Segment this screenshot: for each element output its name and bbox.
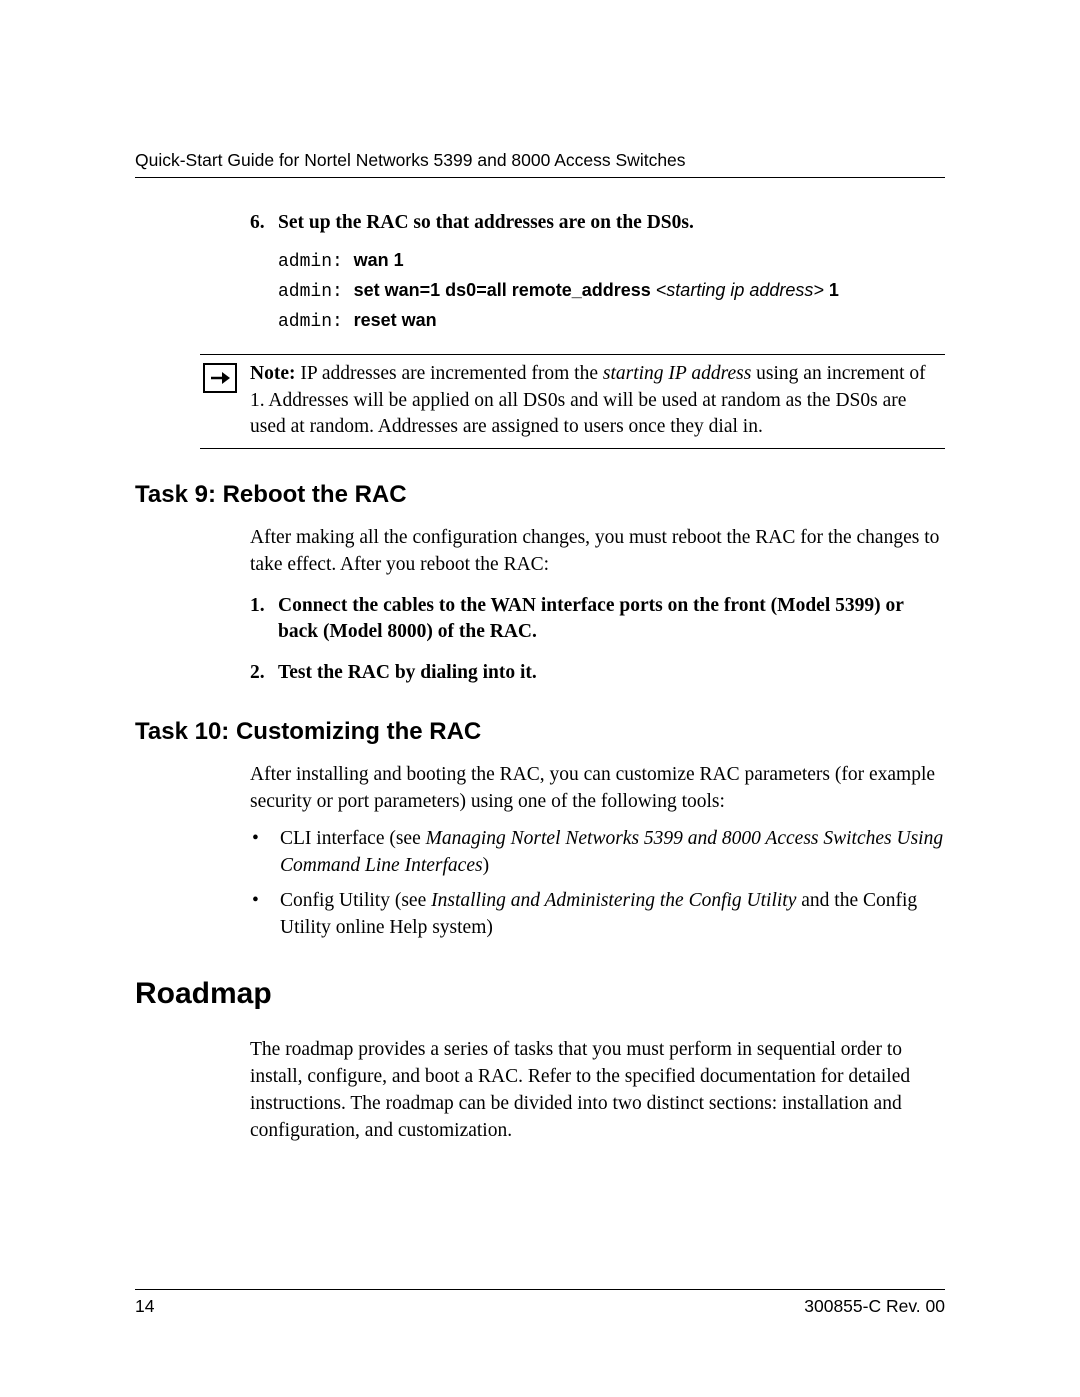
task-10-bullets: • CLI interface (see Managing Nortel Net… bbox=[250, 826, 945, 942]
header-rule bbox=[135, 177, 945, 178]
code-cmd-2a: set wan=1 ds0=all remote_address bbox=[354, 280, 656, 300]
task-10-p1: After installing and booting the RAC, yo… bbox=[250, 762, 945, 816]
code-cmd-2c: 1 bbox=[824, 280, 839, 300]
b1-a: CLI interface (see bbox=[280, 828, 426, 849]
note-t1: IP addresses are incremented from the bbox=[295, 363, 602, 384]
note-rule-top bbox=[200, 354, 945, 355]
content-block-1: 6. Set up the RAC so that addresses are … bbox=[250, 210, 945, 332]
step-6: 6. Set up the RAC so that addresses are … bbox=[250, 210, 945, 332]
roadmap-p1: The roadmap provides a series of tasks t… bbox=[250, 1037, 945, 1145]
note-block: Note: IP addresses are incremented from … bbox=[135, 354, 945, 449]
note-em: starting IP address bbox=[603, 363, 751, 384]
task-10-body: After installing and booting the RAC, yo… bbox=[250, 762, 945, 941]
task-9-step-2-num: 2. bbox=[250, 660, 278, 686]
bullet-1-text: CLI interface (see Managing Nortel Netwo… bbox=[280, 826, 945, 880]
page: Quick-Start Guide for Nortel Networks 53… bbox=[0, 0, 1080, 1397]
bullet-dot-2: • bbox=[250, 888, 280, 942]
code-prompt-2: admin: bbox=[278, 282, 354, 302]
arrow-right-icon bbox=[203, 363, 237, 393]
roadmap-body: The roadmap provides a series of tasks t… bbox=[250, 1037, 945, 1145]
task-10-bullet-2: • Config Utility (see Installing and Adm… bbox=[250, 888, 945, 942]
code-line-1: admin: wan 1 bbox=[278, 250, 945, 272]
task-10-heading: Task 10: Customizing the RAC bbox=[135, 718, 945, 746]
code-cmd-2b: <starting ip address> bbox=[656, 280, 824, 300]
page-number: 14 bbox=[135, 1296, 154, 1317]
note-rule-bottom bbox=[200, 448, 945, 449]
task-9-step-2: 2. Test the RAC by dialing into it. bbox=[250, 660, 945, 686]
note-icon-col bbox=[203, 361, 253, 393]
b1-b: ) bbox=[483, 855, 490, 876]
step-6-number: 6. bbox=[250, 210, 278, 236]
task-9-step-1: 1. Connect the cables to the WAN interfa… bbox=[250, 593, 945, 646]
doc-id: 300855-C Rev. 00 bbox=[804, 1296, 945, 1317]
task-9-step-2-text: Test the RAC by dialing into it. bbox=[278, 660, 537, 686]
code-line-3: admin: reset wan bbox=[278, 310, 945, 332]
code-cmd-1: wan 1 bbox=[354, 250, 404, 270]
code-prompt-3: admin: bbox=[278, 312, 354, 332]
code-line-2: admin: set wan=1 ds0=all remote_address … bbox=[278, 280, 945, 302]
task-9-heading: Task 9: Reboot the RAC bbox=[135, 481, 945, 509]
footer: 14 300855-C Rev. 00 bbox=[135, 1281, 945, 1317]
bullet-dot-1: • bbox=[250, 826, 280, 880]
note-text: Note: IP addresses are incremented from … bbox=[250, 361, 945, 440]
code-prompt-1: admin: bbox=[278, 252, 354, 272]
note-label: Note: bbox=[250, 363, 295, 384]
running-header: Quick-Start Guide for Nortel Networks 53… bbox=[135, 150, 945, 171]
footer-row: 14 300855-C Rev. 00 bbox=[135, 1296, 945, 1317]
note-row: Note: IP addresses are incremented from … bbox=[135, 361, 945, 440]
task-9-p1: After making all the configuration chang… bbox=[250, 525, 945, 579]
footer-rule bbox=[135, 1289, 945, 1290]
task-10-bullet-1: • CLI interface (see Managing Nortel Net… bbox=[250, 826, 945, 880]
step-6-title: Set up the RAC so that addresses are on … bbox=[278, 210, 694, 236]
b2-em: Installing and Administering the Config … bbox=[431, 890, 796, 911]
step-6-title-row: 6. Set up the RAC so that addresses are … bbox=[250, 210, 945, 236]
bullet-2-text: Config Utility (see Installing and Admin… bbox=[280, 888, 945, 942]
task-9-body: After making all the configuration chang… bbox=[250, 525, 945, 686]
task-9-step-1-num: 1. bbox=[250, 593, 278, 646]
task-9-step-1-text: Connect the cables to the WAN interface … bbox=[278, 593, 945, 646]
b2-a: Config Utility (see bbox=[280, 890, 431, 911]
step-6-code: admin: wan 1 admin: set wan=1 ds0=all re… bbox=[278, 250, 945, 332]
code-cmd-3: reset wan bbox=[354, 310, 437, 330]
roadmap-heading: Roadmap bbox=[135, 977, 945, 1011]
